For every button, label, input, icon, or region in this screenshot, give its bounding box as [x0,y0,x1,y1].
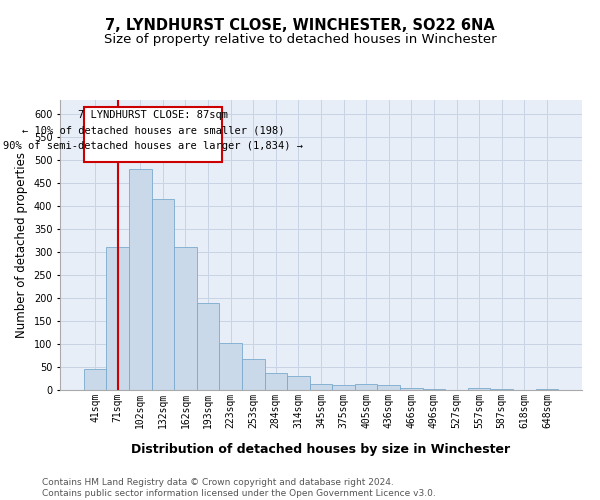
Text: ← 10% of detached houses are smaller (198): ← 10% of detached houses are smaller (19… [22,126,284,136]
Bar [422,388,445,390]
Text: 90% of semi-detached houses are larger (1,834) →: 90% of semi-detached houses are larger (… [3,142,303,152]
Bar [400,388,422,390]
Bar [287,376,310,390]
Bar [129,169,152,390]
Bar [106,248,129,390]
Bar [490,388,513,390]
Text: Contains HM Land Registry data © Crown copyright and database right 2024.
Contai: Contains HM Land Registry data © Crown c… [42,478,436,498]
Text: Size of property relative to detached houses in Winchester: Size of property relative to detached ho… [104,32,496,46]
Bar [468,388,490,390]
Text: 7 LYNDHURST CLOSE: 87sqm: 7 LYNDHURST CLOSE: 87sqm [78,110,228,120]
Text: Distribution of detached houses by size in Winchester: Distribution of detached houses by size … [131,442,511,456]
Text: 7, LYNDHURST CLOSE, WINCHESTER, SO22 6NA: 7, LYNDHURST CLOSE, WINCHESTER, SO22 6NA [105,18,495,32]
Bar [220,343,242,390]
Bar [536,389,558,390]
Bar [174,248,197,390]
Bar [197,302,220,390]
Y-axis label: Number of detached properties: Number of detached properties [15,152,28,338]
Bar [310,384,332,390]
Bar [265,373,287,390]
Bar [332,385,355,390]
Bar [152,199,174,390]
FancyBboxPatch shape [84,107,221,162]
Bar [377,386,400,390]
Bar [242,358,265,390]
Bar [84,370,106,390]
Bar [355,384,377,390]
